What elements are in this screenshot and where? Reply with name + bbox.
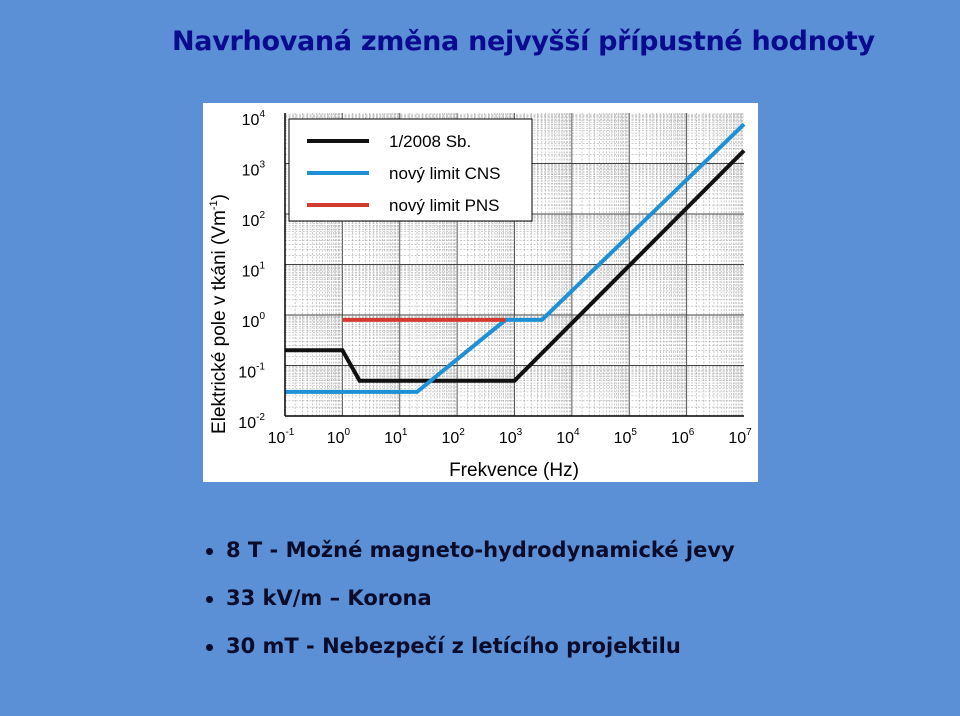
grid [284, 113, 744, 417]
y-tick-label: 104 [242, 109, 266, 129]
x-tick-label: 102 [441, 427, 465, 447]
y-axis-label-text: Elektrické pole v tkáni (Vm [209, 210, 230, 434]
x-tick-label: 101 [384, 427, 408, 447]
slide-title: Navrhovaná změna nejvyšší přípustné hodn… [172, 26, 875, 57]
legend-label-0: 1/2008 Sb. [389, 132, 471, 151]
series-lines [285, 122, 746, 394]
legend: 1/2008 Sb. nový limit CNS nový limit PNS [288, 118, 533, 222]
y-tick-label: 101 [242, 261, 266, 281]
x-axis-label: Frekvence (Hz) [449, 460, 579, 481]
x-tick-label: 103 [499, 427, 523, 447]
y-axis-label-close: ) [209, 194, 230, 200]
bullet-list: 8 T - Možné magneto-hydrodynamické jevy … [204, 538, 735, 682]
x-tick-label: 105 [614, 427, 638, 447]
chart: 10-1 100 101 102 103 104 105 106 107 10-2 10-1 100 1… [203, 103, 758, 482]
bullet-item: 33 kV/m – Korona [204, 586, 735, 634]
series-line-0 [285, 149, 746, 383]
x-tick-label: 100 [327, 427, 351, 447]
y-axis-label: Elektrické pole v tkáni (Vm-1) [208, 194, 230, 434]
axes: 10-1 100 101 102 103 104 105 106 10710-210-11001… [238, 109, 752, 447]
x-tick-label: 106 [671, 427, 695, 447]
x-tick-label: 104 [556, 427, 580, 447]
y-tick-label: 103 [242, 160, 266, 180]
x-tick-label: 107 [728, 427, 752, 447]
chart-svg: 10-1 100 101 102 103 104 105 106 10710-210-11001… [208, 109, 752, 481]
y-tick-label: 100 [242, 311, 266, 331]
bullet-item: 8 T - Možné magneto-hydrodynamické jevy [204, 538, 735, 586]
bullet-item: 30 mT - Nebezpečí z letícího projektilu [204, 634, 735, 682]
x-tick-label: 10-1 [268, 427, 295, 447]
legend-label-2: nový limit PNS [389, 196, 500, 215]
y-tick-label: 102 [242, 210, 266, 230]
y-tick-label: 10-2 [238, 412, 265, 432]
y-tick-label: 10-1 [238, 362, 265, 382]
legend-label-1: nový limit CNS [389, 164, 500, 183]
y-axis-label-superscript: -1 [208, 200, 220, 210]
